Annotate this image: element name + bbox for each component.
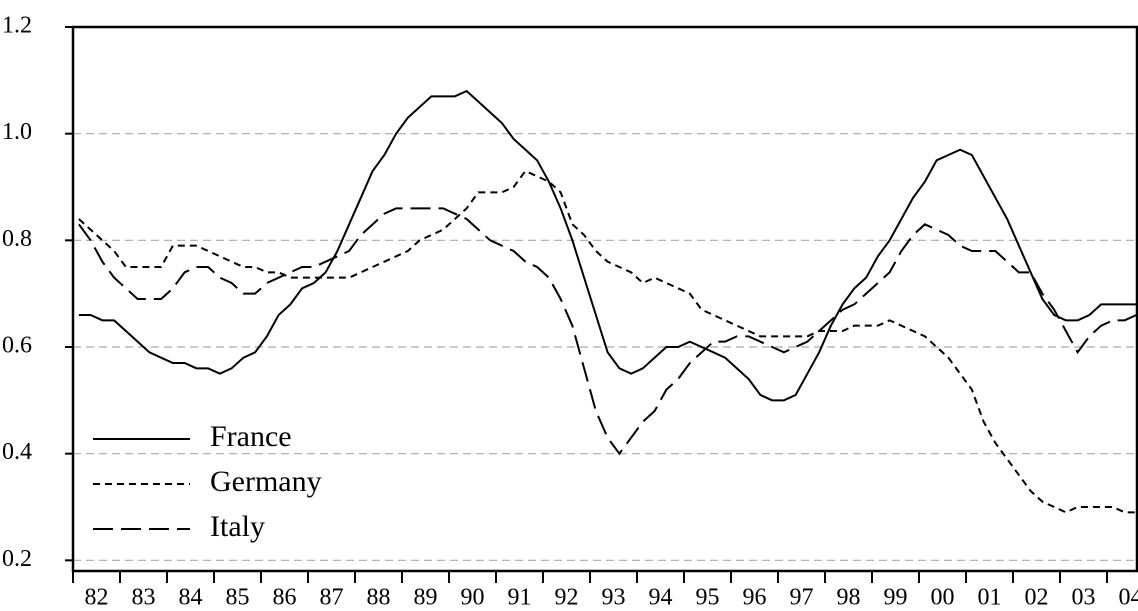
line-series: [78, 169, 1137, 514]
plot-frame: [71, 25, 1138, 573]
y-tick-label: 0.8: [2, 226, 32, 252]
x-tick-label: 82: [85, 585, 109, 611]
x-tick-label: 84: [179, 585, 203, 611]
x-tick-label: 98: [837, 585, 861, 611]
x-tick-label: 02: [1025, 585, 1049, 611]
line-series: [78, 89, 1137, 402]
y-tick-label: 0.2: [2, 546, 32, 572]
x-tick-label: 95: [696, 585, 720, 611]
y-tick-label: 1.0: [2, 119, 32, 145]
line-series: [78, 207, 1137, 456]
y-tick-label: 0.4: [2, 439, 32, 465]
y-tick-label: 0.6: [2, 333, 32, 359]
x-tick-label: 86: [273, 585, 297, 611]
y-tick-label: 1.2: [2, 13, 32, 39]
legend-label: Italy: [210, 510, 265, 543]
x-tick-label: 03: [1072, 585, 1096, 611]
x-tick-label: 94: [649, 585, 673, 611]
x-tick-label: 88: [367, 585, 391, 611]
x-tick-label: 93: [602, 585, 626, 611]
x-tick-label: 99: [884, 585, 908, 611]
x-tick-label: 97: [790, 585, 814, 611]
x-tick-label: 89: [414, 585, 438, 611]
x-tick-label: 87: [320, 585, 344, 611]
x-tick-label: 92: [555, 585, 579, 611]
x-tick-label: 90: [461, 585, 485, 611]
x-tick-label: 91: [508, 585, 532, 611]
x-tick-label: 04: [1119, 585, 1138, 611]
x-tick-label: 85: [226, 585, 250, 611]
x-tick-label: 01: [978, 585, 1002, 611]
legend-label: France: [210, 420, 292, 453]
x-tick-label: 96: [743, 585, 767, 611]
x-tick-label: 83: [132, 585, 156, 611]
legend-label: Germany: [210, 465, 322, 498]
x-tick-label: 00: [931, 585, 955, 611]
